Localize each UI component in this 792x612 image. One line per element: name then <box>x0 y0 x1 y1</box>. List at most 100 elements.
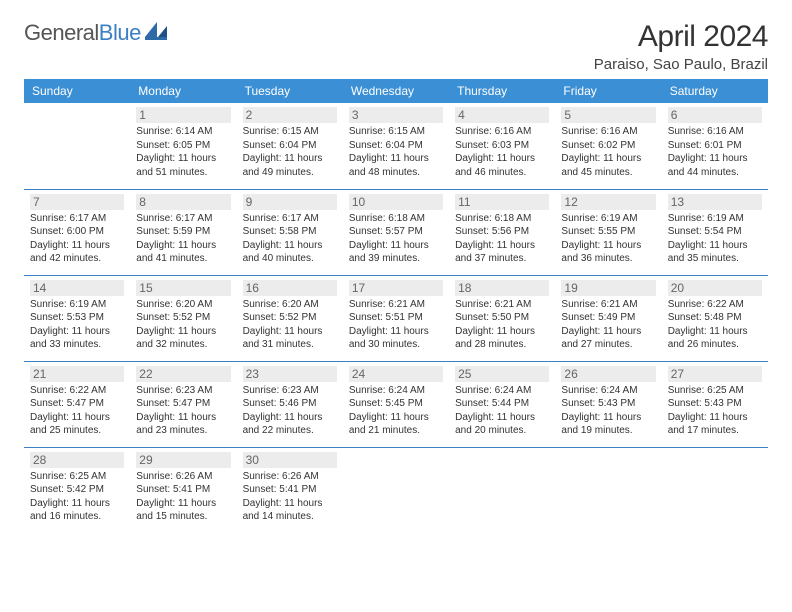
sunset-text: Sunset: 5:41 PM <box>243 483 337 497</box>
daylight-text: Daylight: 11 hours and 30 minutes. <box>349 325 443 352</box>
sunset-text: Sunset: 6:04 PM <box>349 139 443 153</box>
calendar-week-row: 14Sunrise: 6:19 AMSunset: 5:53 PMDayligh… <box>24 275 768 361</box>
day-details: Sunrise: 6:14 AMSunset: 6:05 PMDaylight:… <box>136 125 230 179</box>
day-details: Sunrise: 6:25 AMSunset: 5:42 PMDaylight:… <box>30 470 124 524</box>
sunset-text: Sunset: 5:49 PM <box>561 311 655 325</box>
sunset-text: Sunset: 6:02 PM <box>561 139 655 153</box>
sunrise-text: Sunrise: 6:16 AM <box>455 125 549 139</box>
calendar-day-cell: 24Sunrise: 6:24 AMSunset: 5:45 PMDayligh… <box>343 361 449 447</box>
title-block: April 2024 Paraiso, Sao Paulo, Brazil <box>594 20 768 73</box>
daylight-text: Daylight: 11 hours and 21 minutes. <box>349 411 443 438</box>
day-details: Sunrise: 6:20 AMSunset: 5:52 PMDaylight:… <box>136 298 230 352</box>
calendar-table: Sunday Monday Tuesday Wednesday Thursday… <box>24 79 768 533</box>
day-number: 24 <box>349 366 443 382</box>
sunset-text: Sunset: 5:46 PM <box>243 397 337 411</box>
sunrise-text: Sunrise: 6:17 AM <box>30 212 124 226</box>
day-number: 14 <box>30 280 124 296</box>
daylight-text: Daylight: 11 hours and 36 minutes. <box>561 239 655 266</box>
day-number: 28 <box>30 452 124 468</box>
sunset-text: Sunset: 5:50 PM <box>455 311 549 325</box>
calendar-day-cell: 29Sunrise: 6:26 AMSunset: 5:41 PMDayligh… <box>130 447 236 533</box>
calendar-day-cell <box>555 447 661 533</box>
sunrise-text: Sunrise: 6:21 AM <box>349 298 443 312</box>
day-details: Sunrise: 6:16 AMSunset: 6:02 PMDaylight:… <box>561 125 655 179</box>
day-number: 11 <box>455 194 549 210</box>
sunrise-text: Sunrise: 6:18 AM <box>349 212 443 226</box>
sunset-text: Sunset: 5:59 PM <box>136 225 230 239</box>
calendar-day-cell: 26 Sunrise: 6:24 AMSunset: 5:43 PMDayligh… <box>555 361 661 447</box>
day-details: Sunrise: 6:19 AMSunset: 5:55 PMDaylight:… <box>561 212 655 266</box>
calendar-day-cell <box>662 447 768 533</box>
sunrise-text: Sunrise: 6:26 AM <box>243 470 337 484</box>
calendar-day-cell: 23Sunrise: 6:23 AMSunset: 5:46 PMDayligh… <box>237 361 343 447</box>
day-number: 3 <box>349 107 443 123</box>
day-number: 5 <box>561 107 655 123</box>
calendar-week-row: 7Sunrise: 6:17 AMSunset: 6:00 PMDaylight… <box>24 189 768 275</box>
location-label: Paraiso, Sao Paulo, Brazil <box>594 56 768 73</box>
calendar-day-cell: 13Sunrise: 6:19 AMSunset: 5:54 PMDayligh… <box>662 189 768 275</box>
logo-sail-icon <box>145 20 167 46</box>
day-number: 12 <box>561 194 655 210</box>
day-details: Sunrise: 6:16 AMSunset: 6:01 PMDaylight:… <box>668 125 762 179</box>
sunrise-text: Sunrise: 6:18 AM <box>455 212 549 226</box>
day-details: Sunrise: 6:22 AMSunset: 5:48 PMDaylight:… <box>668 298 762 352</box>
daylight-text: Daylight: 11 hours and 44 minutes. <box>668 152 762 179</box>
day-details: Sunrise: 6:24 AMSunset: 5:44 PMDaylight:… <box>455 384 549 438</box>
sunset-text: Sunset: 5:54 PM <box>668 225 762 239</box>
calendar-day-cell: 10Sunrise: 6:18 AMSunset: 5:57 PMDayligh… <box>343 189 449 275</box>
calendar-week-row: 28 Sunrise: 6:25 AMSunset: 5:42 PMDayligh… <box>24 447 768 533</box>
day-number: 7 <box>30 194 124 210</box>
day-number: 30 <box>243 452 337 468</box>
daylight-text: Daylight: 11 hours and 49 minutes. <box>243 152 337 179</box>
calendar-day-cell: 18Sunrise: 6:21 AMSunset: 5:50 PMDayligh… <box>449 275 555 361</box>
day-number: 6 <box>668 107 762 123</box>
day-details: Sunrise: 6:25 AMSunset: 5:43 PMDaylight:… <box>668 384 762 438</box>
day-number: 15 <box>136 280 230 296</box>
day-details: Sunrise: 6:17 AMSunset: 5:58 PMDaylight:… <box>243 212 337 266</box>
weekday-header: Friday <box>555 79 661 103</box>
sunset-text: Sunset: 5:47 PM <box>30 397 124 411</box>
sunrise-text: Sunrise: 6:22 AM <box>30 384 124 398</box>
sunrise-text: Sunrise: 6:20 AM <box>243 298 337 312</box>
logo-text-part2: Blue <box>99 20 141 46</box>
calendar-day-cell: 8Sunrise: 6:17 AMSunset: 5:59 PMDaylight… <box>130 189 236 275</box>
daylight-text: Daylight: 11 hours and 35 minutes. <box>668 239 762 266</box>
day-details: Sunrise: 6:18 AMSunset: 5:56 PMDaylight:… <box>455 212 549 266</box>
daylight-text: Daylight: 11 hours and 40 minutes. <box>243 239 337 266</box>
calendar-day-cell: 7Sunrise: 6:17 AMSunset: 6:00 PMDaylight… <box>24 189 130 275</box>
calendar-day-cell: 2Sunrise: 6:15 AMSunset: 6:04 PMDaylight… <box>237 103 343 189</box>
day-number: 19 <box>561 280 655 296</box>
sunset-text: Sunset: 6:03 PM <box>455 139 549 153</box>
weekday-header: Tuesday <box>237 79 343 103</box>
day-details: Sunrise: 6:24 AMSunset: 5:43 PMDaylight:… <box>561 384 655 438</box>
calendar-day-cell: 6 Sunrise: 6:16 AMSunset: 6:01 PMDaylight… <box>662 103 768 189</box>
daylight-text: Daylight: 11 hours and 19 minutes. <box>561 411 655 438</box>
calendar-day-cell: 27 Sunrise: 6:25 AMSunset: 5:43 PMDayligh… <box>662 361 768 447</box>
sunset-text: Sunset: 5:45 PM <box>349 397 443 411</box>
sunset-text: Sunset: 5:51 PM <box>349 311 443 325</box>
sunrise-text: Sunrise: 6:20 AM <box>136 298 230 312</box>
daylight-text: Daylight: 11 hours and 28 minutes. <box>455 325 549 352</box>
day-details: Sunrise: 6:21 AMSunset: 5:50 PMDaylight:… <box>455 298 549 352</box>
sunset-text: Sunset: 5:57 PM <box>349 225 443 239</box>
daylight-text: Daylight: 11 hours and 37 minutes. <box>455 239 549 266</box>
calendar-day-cell: 15 Sunrise: 6:20 AMSunset: 5:52 PMDayligh… <box>130 275 236 361</box>
sunset-text: Sunset: 5:43 PM <box>561 397 655 411</box>
day-number: 27 <box>668 366 762 382</box>
sunrise-text: Sunrise: 6:22 AM <box>668 298 762 312</box>
weekday-header-row: Sunday Monday Tuesday Wednesday Thursday… <box>24 79 768 103</box>
day-number: 26 <box>561 366 655 382</box>
weekday-header: Sunday <box>24 79 130 103</box>
sunrise-text: Sunrise: 6:16 AM <box>561 125 655 139</box>
day-details: Sunrise: 6:15 AMSunset: 6:04 PMDaylight:… <box>349 125 443 179</box>
calendar-week-row: 21Sunrise: 6:22 AMSunset: 5:47 PMDayligh… <box>24 361 768 447</box>
day-number: 1 <box>136 107 230 123</box>
sunset-text: Sunset: 5:42 PM <box>30 483 124 497</box>
calendar-day-cell: 3 Sunrise: 6:15 AMSunset: 6:04 PMDaylight… <box>343 103 449 189</box>
sunrise-text: Sunrise: 6:24 AM <box>455 384 549 398</box>
sunrise-text: Sunrise: 6:21 AM <box>561 298 655 312</box>
daylight-text: Daylight: 11 hours and 22 minutes. <box>243 411 337 438</box>
page-title: April 2024 <box>594 20 768 54</box>
sunset-text: Sunset: 5:52 PM <box>136 311 230 325</box>
day-details: Sunrise: 6:21 AMSunset: 5:49 PMDaylight:… <box>561 298 655 352</box>
